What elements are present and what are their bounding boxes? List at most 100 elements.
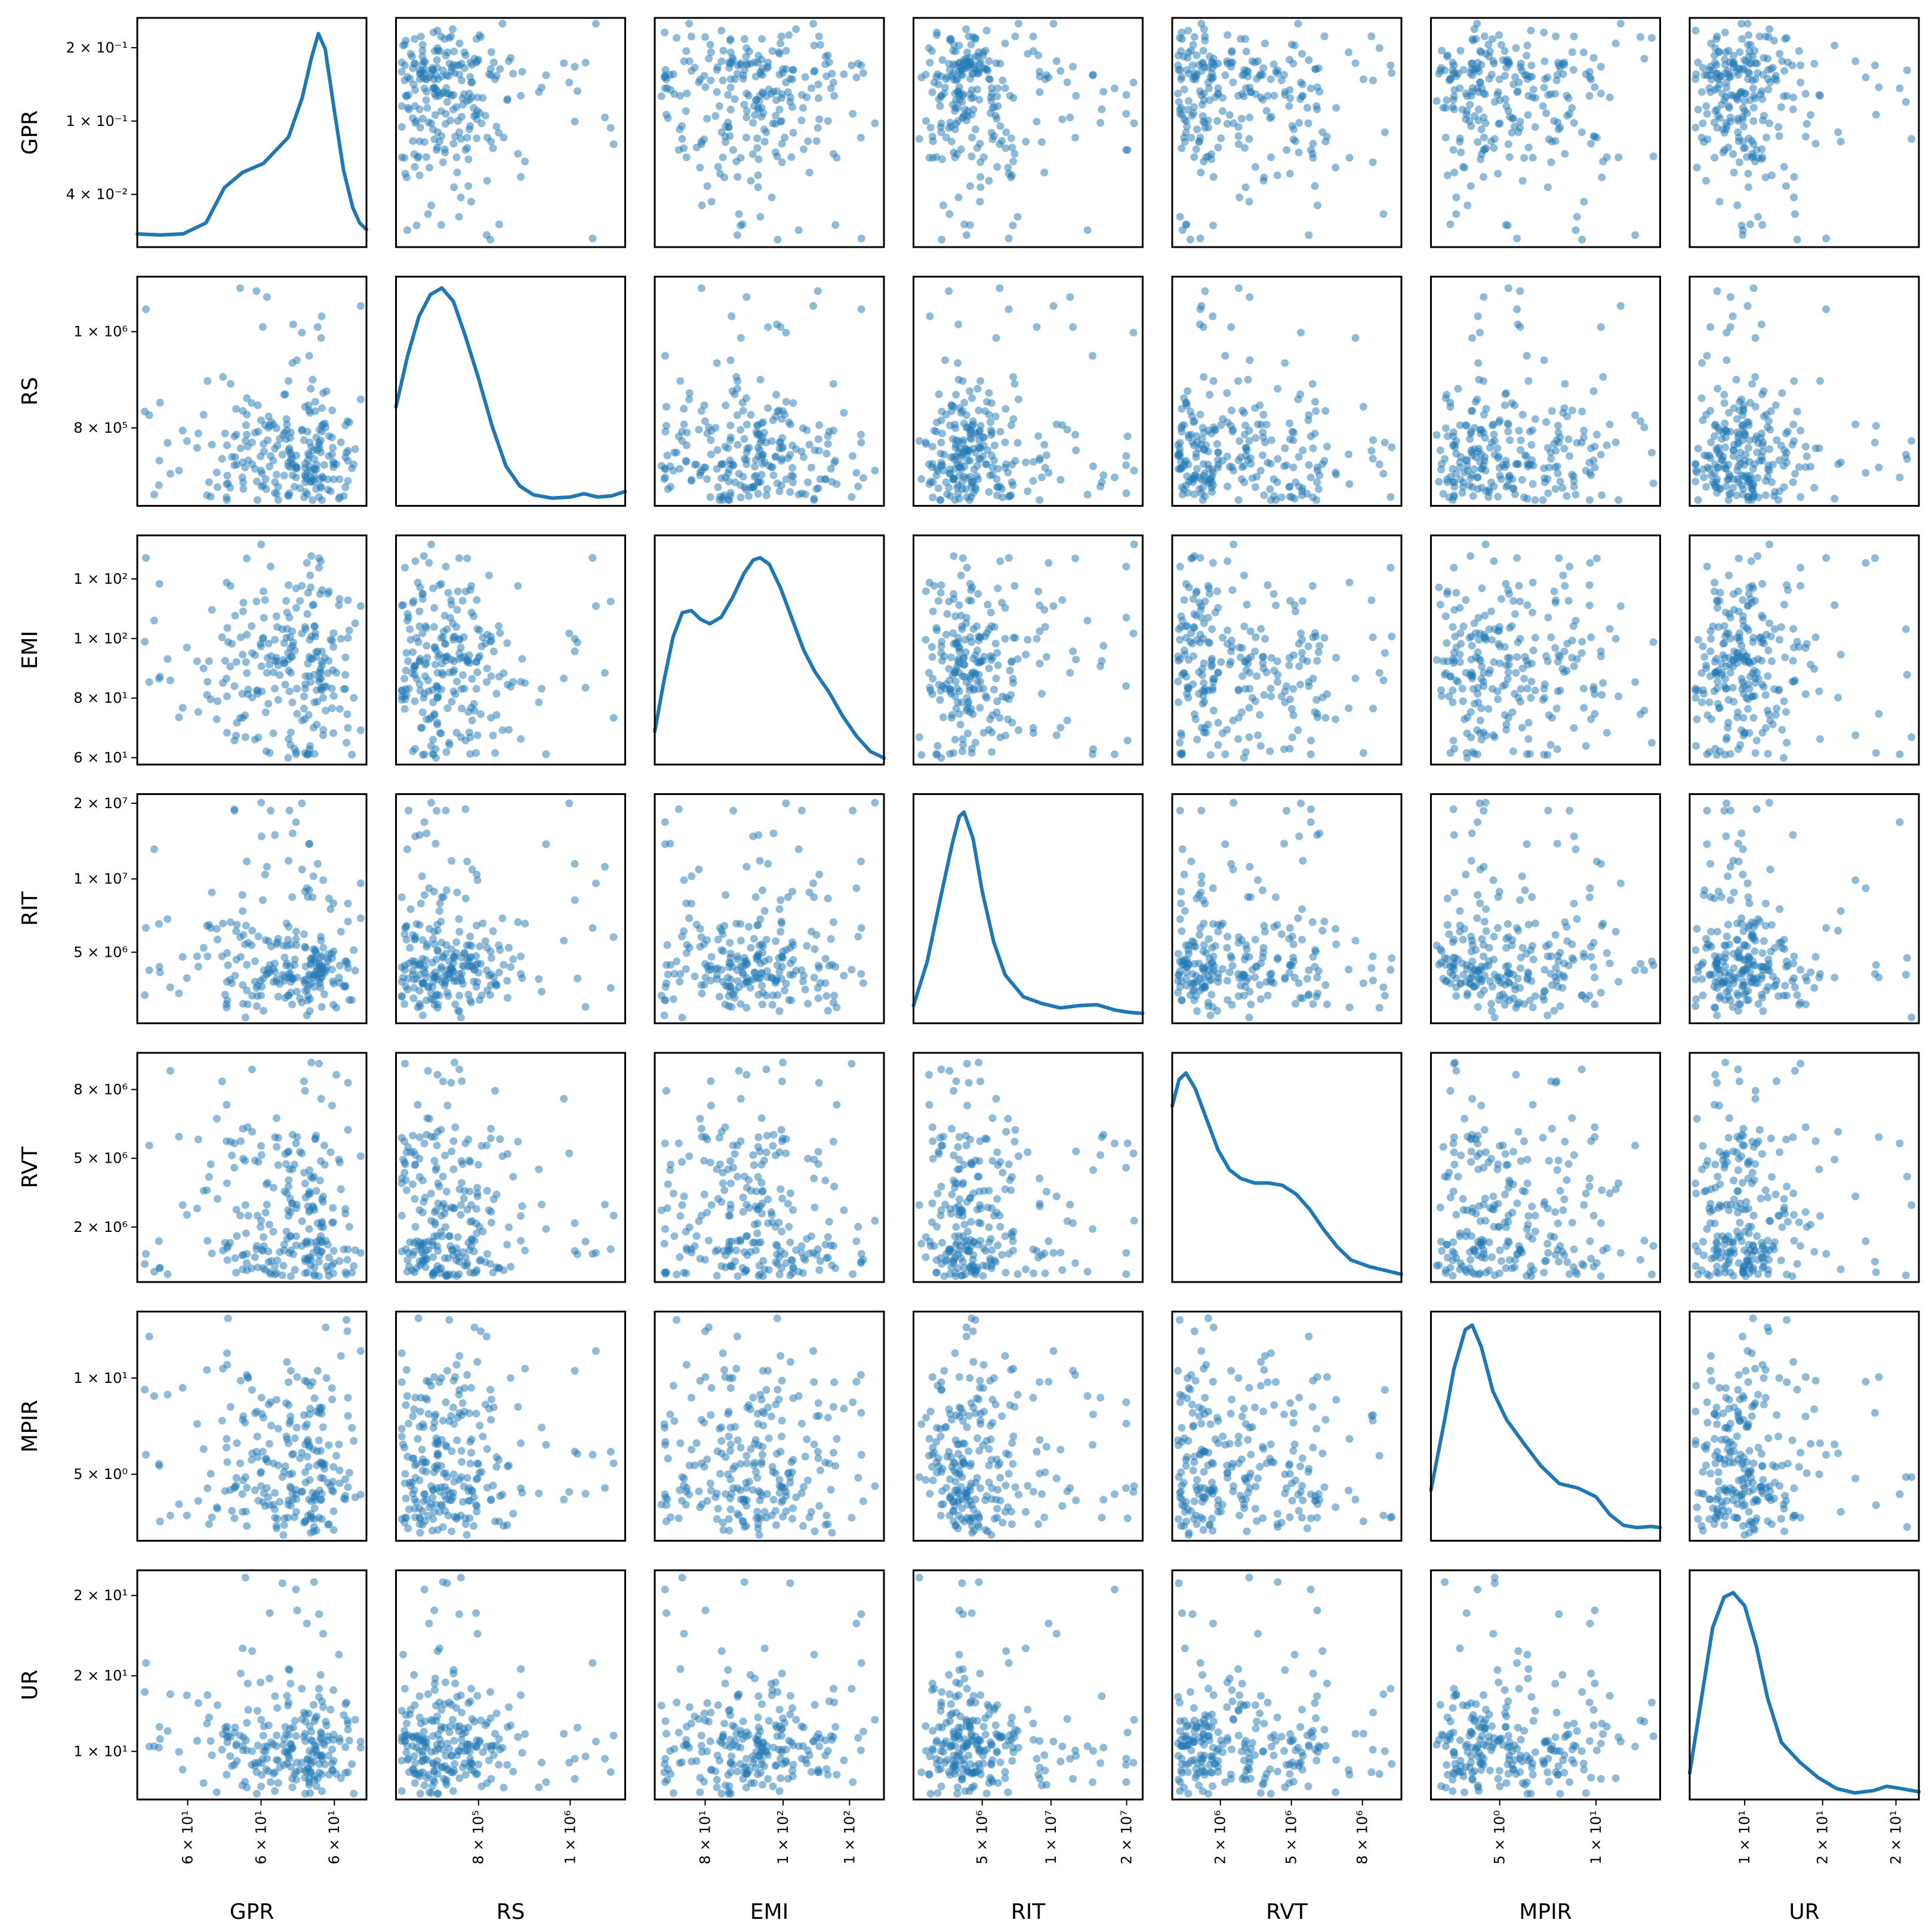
scatter-point	[1033, 323, 1041, 331]
scatter-point	[1572, 491, 1580, 499]
scatter-point	[1722, 662, 1730, 670]
scatter-point	[411, 119, 420, 127]
scatter-point	[439, 66, 447, 75]
scatter-point	[403, 845, 411, 853]
scatter-point	[1707, 438, 1715, 446]
scatter-point	[1439, 104, 1447, 112]
scatter-point	[313, 323, 322, 331]
scatter-point	[403, 985, 412, 994]
scatter-point	[418, 115, 427, 123]
scatter-point	[1488, 70, 1496, 79]
scatter-point	[1497, 41, 1505, 49]
scatter-point	[758, 451, 766, 460]
scatter-point	[1099, 642, 1108, 650]
scatter-point	[722, 138, 730, 146]
scatter-point	[418, 708, 427, 716]
scatter-point	[439, 158, 447, 167]
scatter-point	[682, 457, 690, 465]
scatter-point	[1441, 133, 1450, 141]
scatter-point	[335, 475, 344, 483]
scatter-point	[398, 58, 406, 67]
scatter-point	[1759, 448, 1767, 455]
scatter-point	[1713, 287, 1721, 295]
scatter-point	[1589, 54, 1598, 62]
scatter-point	[1516, 124, 1524, 132]
scatter-point	[482, 231, 491, 239]
scatter-point	[1485, 488, 1493, 496]
scatter-point	[1725, 571, 1733, 580]
scatter-point	[831, 221, 840, 229]
scatter-point	[964, 729, 972, 738]
scatter-point	[764, 323, 772, 331]
scatter-point	[1386, 493, 1395, 501]
scatter-point	[1298, 636, 1306, 644]
scatter-point	[1700, 473, 1708, 482]
scatter-point	[292, 818, 300, 826]
scatter-point	[230, 682, 239, 690]
scatter-point	[661, 66, 670, 74]
scatter-point	[244, 456, 252, 464]
scatter-point	[739, 406, 747, 415]
scatter-point	[344, 724, 352, 732]
scatter-point	[230, 806, 239, 815]
scatter-point	[1726, 668, 1734, 677]
scatter-point	[947, 653, 955, 661]
scatter-point	[1721, 685, 1730, 693]
scatter-point	[1559, 409, 1567, 417]
scatter-point	[1294, 395, 1302, 403]
scatter-point	[1807, 463, 1815, 471]
scatter-point	[1547, 455, 1555, 463]
scatter-point	[1703, 135, 1712, 143]
scatter-point	[1351, 334, 1360, 342]
scatter-point	[705, 54, 713, 63]
scatter-point	[993, 115, 1001, 123]
scatter-point	[1456, 658, 1464, 666]
scatter-point	[936, 496, 945, 504]
scatter-point	[1783, 34, 1791, 42]
scatter-point	[1524, 719, 1533, 727]
scatter-point	[289, 974, 297, 982]
scatter-point	[284, 991, 292, 1000]
scatter-point	[1797, 78, 1805, 87]
scatter-point	[1702, 411, 1710, 419]
scatter-point	[483, 177, 491, 185]
scatter-point	[1443, 96, 1451, 104]
scatter-point	[764, 859, 772, 868]
scatter-point	[1175, 98, 1183, 106]
scatter-point	[457, 193, 465, 202]
scatter-point	[814, 80, 822, 88]
scatter-point	[1466, 708, 1475, 716]
scatter-point	[223, 729, 231, 737]
scatter-point	[717, 26, 726, 35]
scatter-point	[1649, 638, 1657, 646]
scatter-point	[1551, 644, 1560, 652]
scatter-point	[1585, 67, 1594, 76]
panel-frame	[136, 276, 368, 507]
scatter-point	[1736, 48, 1744, 56]
scatter-point	[1225, 111, 1234, 119]
scatter-point	[1523, 495, 1532, 503]
scatter-point	[155, 580, 164, 588]
scatter-point	[203, 491, 211, 500]
scatter-point	[1251, 483, 1259, 491]
scatter-point	[242, 421, 250, 429]
scatter-point	[406, 625, 414, 633]
scatter-point	[775, 48, 783, 56]
scatter-point	[223, 624, 232, 632]
scatter-point	[425, 715, 433, 723]
scatter-point	[431, 661, 439, 668]
scatter-point	[932, 427, 941, 436]
scatter-point	[399, 973, 407, 982]
scatter-point	[1718, 455, 1727, 464]
scatter-point	[1386, 563, 1395, 572]
scatter-point	[1749, 104, 1758, 112]
scatter-point	[1200, 25, 1208, 33]
scatter-point	[1315, 471, 1324, 479]
scatter-point	[1234, 284, 1243, 292]
scatter-point	[253, 686, 261, 695]
scatter-point	[282, 435, 290, 443]
scatter-point	[453, 677, 461, 686]
scatter-point	[1252, 434, 1260, 442]
scatter-point	[1614, 692, 1623, 701]
scatter-point	[1186, 235, 1194, 244]
